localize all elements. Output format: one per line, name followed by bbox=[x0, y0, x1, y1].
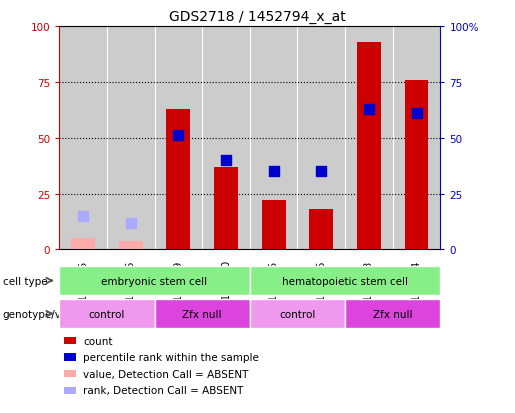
Point bbox=[174, 133, 182, 140]
Bar bbox=[405, 81, 428, 250]
Bar bbox=[119, 241, 143, 250]
Text: genotype/variation: genotype/variation bbox=[3, 309, 101, 319]
Text: cell type: cell type bbox=[3, 276, 47, 286]
Point bbox=[413, 111, 421, 117]
Point bbox=[317, 169, 325, 175]
Point bbox=[79, 213, 87, 220]
Bar bbox=[310, 210, 333, 250]
Text: GDS2718 / 1452794_x_at: GDS2718 / 1452794_x_at bbox=[169, 10, 346, 24]
Bar bbox=[166, 109, 190, 250]
Text: Zfx null: Zfx null bbox=[373, 309, 413, 319]
Text: hematopoietic stem cell: hematopoietic stem cell bbox=[282, 276, 408, 286]
Text: value, Detection Call = ABSENT: value, Detection Call = ABSENT bbox=[83, 369, 249, 379]
Point bbox=[127, 220, 135, 226]
Text: percentile rank within the sample: percentile rank within the sample bbox=[83, 352, 260, 362]
Bar bbox=[214, 167, 238, 250]
Text: control: control bbox=[279, 309, 316, 319]
Text: count: count bbox=[83, 336, 113, 346]
Bar bbox=[357, 43, 381, 250]
Point bbox=[365, 106, 373, 113]
Bar bbox=[262, 201, 285, 250]
Text: control: control bbox=[89, 309, 125, 319]
Text: Zfx null: Zfx null bbox=[182, 309, 222, 319]
Bar bbox=[71, 239, 95, 250]
Text: rank, Detection Call = ABSENT: rank, Detection Call = ABSENT bbox=[83, 385, 244, 395]
Point bbox=[269, 169, 278, 175]
Point bbox=[222, 157, 230, 164]
Text: embryonic stem cell: embryonic stem cell bbox=[101, 276, 208, 286]
